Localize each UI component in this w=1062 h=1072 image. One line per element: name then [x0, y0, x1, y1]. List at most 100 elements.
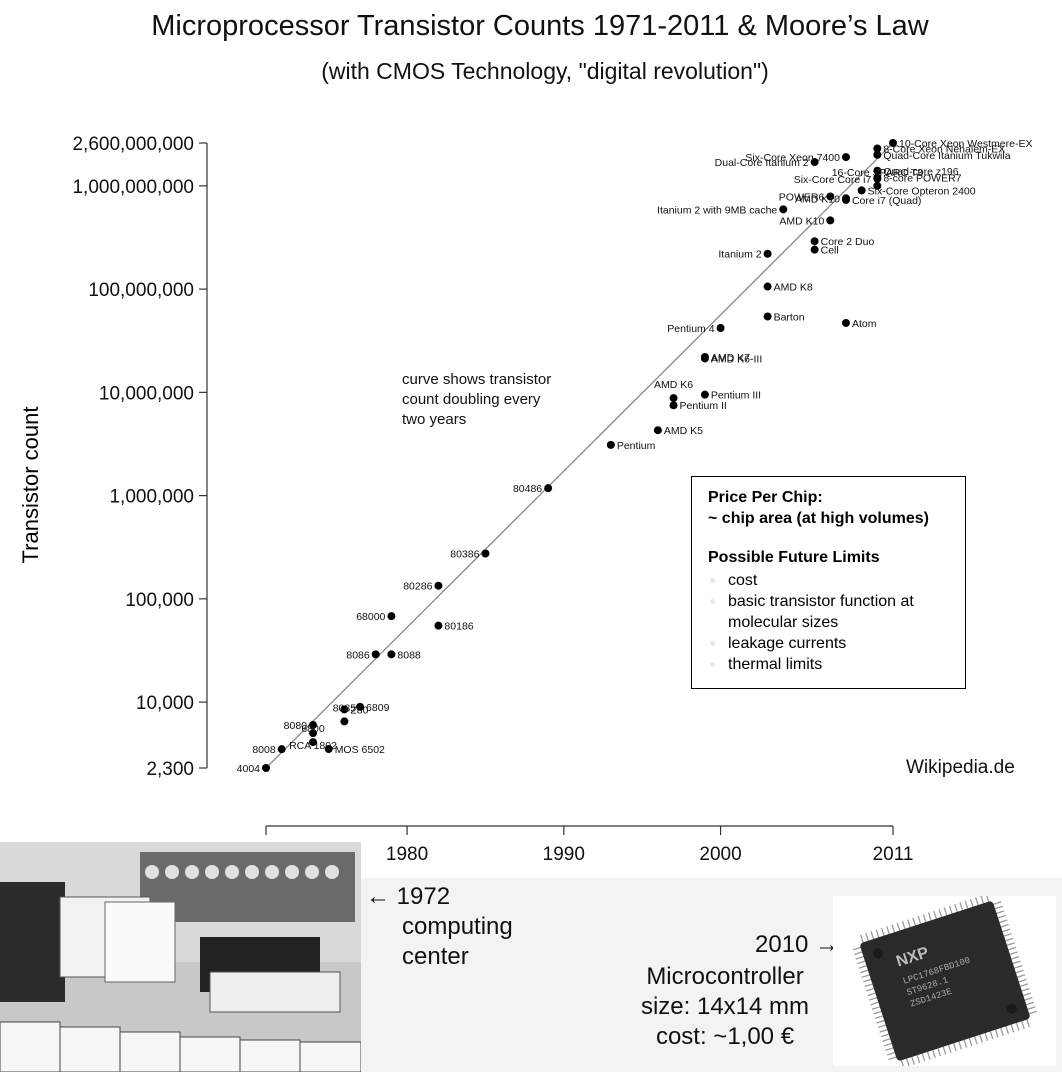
y-tick-label: 1,000,000,000 — [72, 177, 194, 198]
point-label: 8080 — [284, 720, 308, 732]
y-axis-label: Transistor count — [18, 406, 43, 564]
limits-list: cost basic transistor function at molecu… — [708, 570, 953, 675]
data-point — [309, 721, 318, 730]
point-label: AMD K10 — [779, 215, 824, 227]
computing-center-photo — [0, 842, 361, 1072]
point-label: POWER6 — [779, 191, 825, 203]
data-point — [700, 390, 709, 399]
price-limits-box: Price Per Chip: ~ chip area (at high vol… — [691, 476, 966, 689]
point-label: 80386 — [450, 548, 479, 560]
point-label: 8086 — [346, 649, 370, 661]
point-label: 16-Core SPARC T3 — [832, 167, 923, 179]
data-point — [324, 745, 333, 754]
point-label: Six-Core Opteron 2400 — [868, 185, 976, 197]
y-tick-label: 1,000,000 — [109, 487, 194, 508]
data-point — [262, 764, 270, 772]
data-point — [873, 174, 882, 183]
data-point — [857, 186, 866, 195]
point-label: 68000 — [356, 611, 385, 623]
x-tick-label: 1990 — [543, 844, 585, 865]
point-label: Pentium III — [711, 390, 761, 402]
point-label: 80286 — [403, 581, 432, 593]
point-label: 80186 — [444, 621, 473, 633]
box-heading-area: ~ chip area (at high volumes) — [708, 510, 929, 527]
data-point — [481, 549, 490, 558]
point-label: 4004 — [237, 763, 261, 775]
annotation-line: two years — [402, 411, 467, 428]
list-item: thermal limits — [708, 654, 953, 675]
list-item: leakage currents — [708, 633, 953, 654]
list-item: basic transistor function at molecular s… — [708, 591, 953, 633]
point-label: AMD K10 — [795, 193, 840, 205]
data-point — [669, 394, 678, 403]
point-label: Pentium 4 — [667, 323, 714, 335]
data-point — [779, 205, 788, 214]
x-tick-label: 2000 — [699, 844, 741, 865]
point-label: Quad-core z196 — [883, 166, 958, 178]
data-point — [544, 484, 553, 493]
data-point — [763, 249, 772, 258]
y-tick-label: 10,000,000 — [99, 383, 194, 404]
data-point — [434, 581, 443, 590]
data-point — [716, 323, 725, 332]
moore-annotation: curve shows transistor count doubling ev… — [402, 370, 551, 430]
data-point — [763, 312, 772, 321]
data-point — [340, 705, 349, 714]
point-label: AMD K8 — [774, 282, 813, 294]
data-point — [387, 650, 396, 659]
data-point — [309, 729, 318, 738]
point-label: AMD K7 — [711, 352, 750, 364]
y-tick-label: 2,600,000,000 — [72, 134, 194, 155]
data-point — [873, 166, 882, 175]
data-point — [826, 216, 835, 225]
x-tick-label: 1980 — [386, 844, 428, 865]
data-point — [873, 150, 882, 159]
annotation-line: count doubling every — [402, 391, 541, 408]
data-point — [340, 717, 349, 726]
point-label: 8-Core Xeon Nehalem-EX — [883, 143, 1005, 155]
data-point — [763, 282, 772, 291]
data-point — [826, 192, 835, 201]
annotation-line: curve shows transistor — [402, 371, 552, 388]
point-label: Six-Core Core i7 — [794, 174, 872, 186]
box-heading-price: Price Per Chip: — [708, 489, 823, 506]
computing-center-caption: ← 1972 computing center — [366, 883, 513, 970]
point-label: 6809 — [366, 702, 390, 714]
data-point — [810, 237, 819, 246]
x-tick-label: 2011 — [873, 844, 914, 865]
point-label: 8008 — [252, 744, 276, 756]
data-point — [810, 158, 819, 167]
data-point — [606, 440, 615, 449]
y-tick-label: 100,000,000 — [88, 280, 194, 301]
data-point — [669, 401, 678, 410]
microcontroller-year: 2010 → — [755, 931, 840, 958]
point-label: Atom — [852, 318, 877, 330]
box-heading-limits: Possible Future Limits — [708, 549, 880, 566]
point-label: Dual-Core Itanium 2 — [715, 157, 809, 169]
data-point — [387, 612, 396, 621]
list-item: cost — [708, 570, 953, 591]
data-point — [873, 181, 882, 190]
point-label: Pentium — [617, 440, 656, 452]
y-tick-label: 100,000 — [125, 590, 194, 611]
data-point — [810, 245, 819, 254]
source-credit: Wikipedia.de — [906, 757, 1015, 778]
point-label: 8-core POWER7 — [883, 173, 961, 185]
data-point — [873, 144, 882, 153]
point-label: Barton — [774, 311, 805, 323]
point-label: Quad-Core Itanium Tukwila — [883, 150, 1010, 162]
data-point — [700, 352, 709, 361]
point-label: AMD K6 — [654, 379, 693, 391]
point-label: AMD K6-III — [711, 353, 762, 365]
moore-trend-line — [265, 142, 894, 769]
arrow-left-icon: ← — [366, 883, 390, 910]
point-label: Itanium 2 — [718, 249, 761, 261]
data-point — [309, 738, 318, 747]
point-label: Itanium 2 with 9MB cache — [657, 204, 777, 216]
point-label: 80486 — [513, 483, 542, 495]
data-point — [841, 153, 850, 162]
chart-plot: 2,300 10,000 100,000 1,000,000 10,000,000 100… — [72, 134, 1032, 865]
y-tick-label: 2,300 — [146, 759, 194, 780]
point-label: 8088 — [397, 649, 421, 661]
data-point — [371, 650, 380, 659]
